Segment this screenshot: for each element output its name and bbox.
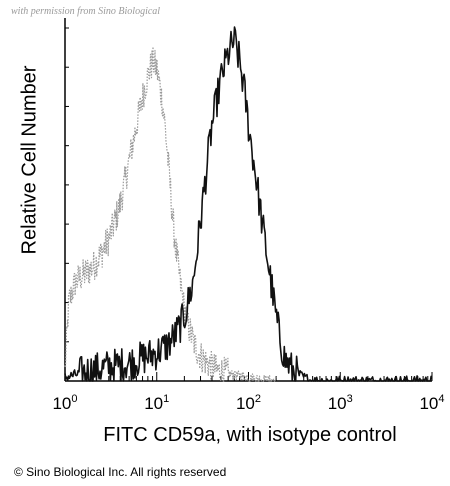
x-tick-label: 104 — [419, 393, 445, 413]
x-tick-label: 101 — [144, 393, 170, 413]
x-axis-label: FITC CD59a, with isotype control — [103, 424, 397, 446]
copyright-text: © Sino Biological Inc. All rights reserv… — [14, 465, 227, 479]
watermark-text: with permission from Sino Biological — [11, 6, 161, 17]
x-tick-label: 103 — [327, 393, 353, 413]
x-tick-label: 102 — [235, 393, 262, 413]
cd59a-histogram — [64, 26, 433, 382]
plot-area — [64, 18, 433, 382]
x-tick-label: 100 — [52, 393, 78, 413]
isotype-control-histogram — [64, 46, 277, 382]
y-axis-label: Relative Cell Number — [18, 65, 41, 255]
